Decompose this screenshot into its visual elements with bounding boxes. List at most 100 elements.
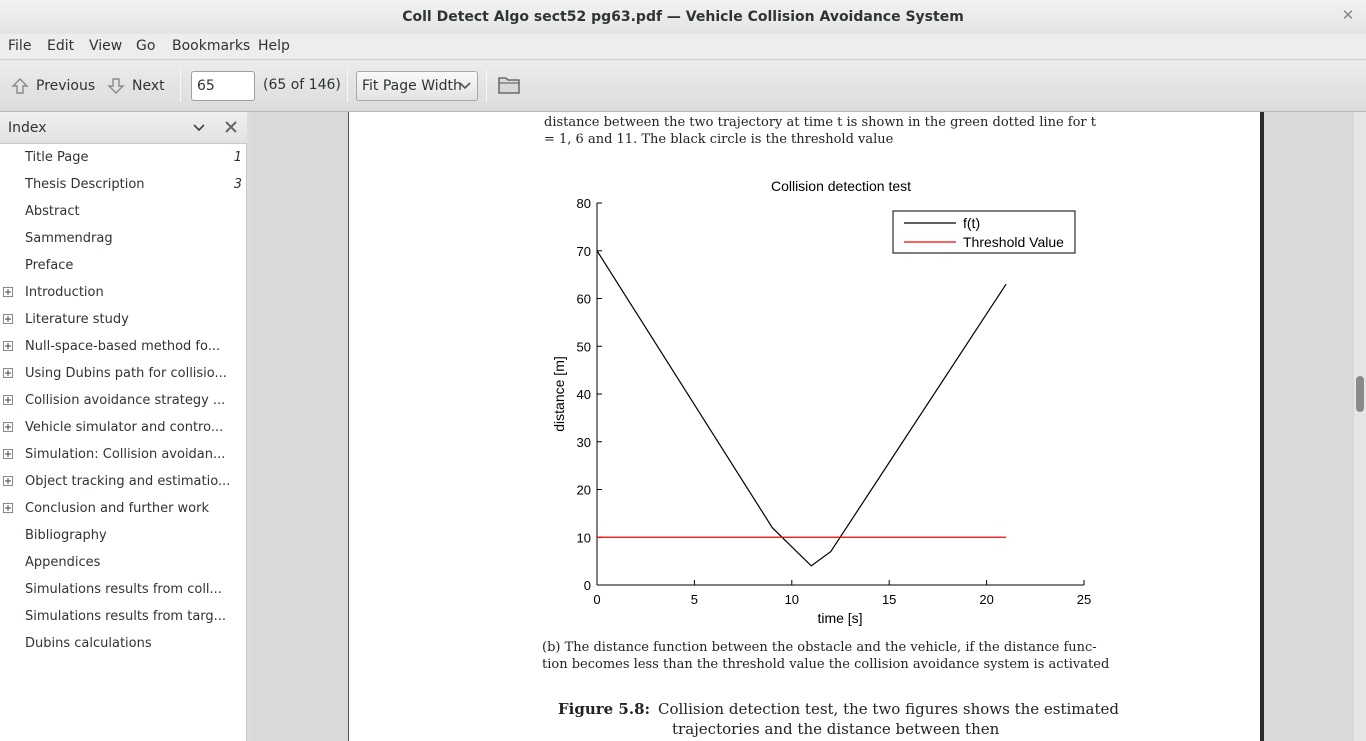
sidebar-splitter[interactable] bbox=[247, 112, 251, 741]
toc-item-page: 1 bbox=[233, 150, 242, 165]
menu-file[interactable]: File bbox=[8, 38, 32, 54]
menubar: File Edit View Go Bookmarks Help bbox=[0, 34, 1366, 60]
toc-item-label: Collision avoidance strategy ... bbox=[25, 393, 226, 408]
toc-item-label: Introduction bbox=[25, 285, 104, 300]
toc-item-label: Simulation: Collision avoidan... bbox=[25, 447, 226, 462]
menu-go[interactable]: Go bbox=[136, 38, 156, 54]
x-tick-label: 0 bbox=[593, 592, 600, 607]
page-number-input[interactable] bbox=[191, 71, 255, 101]
x-axis-label: time [s] bbox=[817, 610, 862, 626]
chart-axes: 0 5 10 15 20 25 0 10 20 30 40 50 60 70 80 bbox=[577, 196, 1092, 607]
chevron-down-icon bbox=[459, 82, 471, 90]
zoom-select[interactable]: Fit Page Width bbox=[356, 71, 478, 101]
toc-item[interactable]: Appendices bbox=[0, 550, 247, 577]
x-tick-label: 15 bbox=[882, 592, 896, 607]
zoom-value: Fit Page Width bbox=[362, 78, 462, 94]
y-tick-label: 50 bbox=[577, 339, 591, 354]
y-tick-label: 10 bbox=[577, 530, 591, 545]
toc-item[interactable]: Introduction bbox=[0, 280, 247, 307]
next-label: Next bbox=[132, 78, 165, 94]
toc-item[interactable]: Bibliography bbox=[0, 523, 247, 550]
next-button[interactable]: Next bbox=[106, 74, 165, 98]
menu-bookmarks[interactable]: Bookmarks bbox=[172, 38, 251, 54]
figure-caption-line: Collision detection test, the two figure… bbox=[658, 700, 1119, 718]
figure-label: Figure 5.8: bbox=[558, 700, 651, 718]
sidebar-title: Index bbox=[8, 120, 47, 136]
menu-help[interactable]: Help bbox=[258, 38, 290, 54]
y-tick-label: 80 bbox=[577, 196, 591, 211]
toc-item[interactable]: Conclusion and further work bbox=[0, 496, 247, 523]
x-tick-label: 10 bbox=[785, 592, 799, 607]
previous-button[interactable]: Previous bbox=[10, 74, 95, 98]
previous-label: Previous bbox=[36, 78, 96, 94]
page-text-line: = 1, 6 and 11. The black circle is the t… bbox=[544, 132, 894, 147]
expand-plus-icon[interactable] bbox=[3, 476, 13, 486]
toc-item[interactable]: Using Dubins path for collisio... bbox=[0, 361, 247, 388]
y-tick-label: 60 bbox=[577, 292, 591, 307]
expand-plus-icon[interactable] bbox=[3, 503, 13, 513]
x-tick-label: 20 bbox=[979, 592, 993, 607]
scrollbar-thumb[interactable] bbox=[1356, 376, 1364, 412]
toc-item-label: Thesis Description bbox=[25, 177, 145, 192]
y-axis-label: distance [m] bbox=[551, 356, 567, 431]
vertical-scrollbar[interactable] bbox=[1354, 112, 1366, 741]
toc-item-label: Literature study bbox=[25, 312, 129, 327]
toc-item-label: Object tracking and estimatio... bbox=[25, 474, 231, 489]
toc-item[interactable]: Dubins calculations bbox=[0, 631, 247, 658]
expand-plus-icon[interactable] bbox=[3, 449, 13, 459]
toc-item-label: Bibliography bbox=[25, 528, 107, 543]
menu-view[interactable]: View bbox=[89, 38, 123, 54]
toc-item[interactable]: Sammendrag bbox=[0, 226, 247, 253]
window-title: Coll Detect Algo sect52 pg63.pdf — Vehic… bbox=[402, 9, 964, 25]
toc-item-label: Abstract bbox=[25, 204, 80, 219]
toc-item[interactable]: Thesis Description 3 bbox=[0, 172, 247, 199]
expand-plus-icon[interactable] bbox=[3, 422, 13, 432]
expand-plus-icon[interactable] bbox=[3, 368, 13, 378]
expand-plus-icon[interactable] bbox=[3, 395, 13, 405]
toc-item-label: Appendices bbox=[25, 555, 101, 570]
y-tick-label: 0 bbox=[584, 578, 591, 593]
toc-item[interactable]: Collision avoidance strategy ... bbox=[0, 388, 247, 415]
toolbar: Previous Next (65 of 146) Fit Page Width bbox=[0, 60, 1366, 112]
toc-item[interactable]: Abstract bbox=[0, 199, 247, 226]
sidebar-header: Index bbox=[0, 112, 247, 144]
expand-plus-icon[interactable] bbox=[3, 287, 13, 297]
document-view bbox=[251, 112, 1366, 741]
figure-caption-line: trajectories and the distance between th… bbox=[672, 720, 1000, 738]
legend-box bbox=[892, 210, 1076, 254]
y-tick-label: 70 bbox=[577, 244, 591, 259]
toc-item-label: Using Dubins path for collisio... bbox=[25, 366, 227, 381]
toc-item-label: Preface bbox=[25, 258, 74, 273]
arrow-up-icon bbox=[11, 78, 29, 94]
toc-item[interactable]: Object tracking and estimatio... bbox=[0, 469, 247, 496]
menu-edit[interactable]: Edit bbox=[47, 38, 75, 54]
toc-item-label: Title Page bbox=[25, 150, 89, 165]
close-window-icon[interactable]: ✕ bbox=[1341, 6, 1355, 24]
toc-item[interactable]: Simulation: Collision avoidan... bbox=[0, 442, 247, 469]
toc-item-page: 3 bbox=[233, 177, 242, 192]
toc-item-label: Simulations results from targ... bbox=[25, 609, 227, 624]
chevron-down-icon[interactable] bbox=[192, 122, 206, 134]
toc-item[interactable]: Simulations results from targ... bbox=[0, 604, 247, 631]
toolbar-separator bbox=[347, 70, 348, 102]
expand-plus-icon[interactable] bbox=[3, 341, 13, 351]
chart-title: Collision detection test bbox=[771, 178, 911, 194]
toc-item[interactable]: Simulations results from coll... bbox=[0, 577, 247, 604]
toc-item[interactable]: Vehicle simulator and contro... bbox=[0, 415, 247, 442]
collision-detection-chart: Collision detection test 0 5 10 15 20 25 0 10 20… bbox=[551, 178, 1092, 626]
toc-item[interactable]: Literature study bbox=[0, 307, 247, 334]
page-text-line: distance between the two trajectory at t… bbox=[544, 115, 1096, 130]
legend-entry: f(t) bbox=[963, 215, 980, 231]
expand-plus-icon[interactable] bbox=[3, 314, 13, 324]
y-tick-label: 40 bbox=[577, 387, 591, 402]
y-tick-label: 30 bbox=[577, 435, 591, 450]
toc-item[interactable]: Title Page 1 bbox=[0, 145, 247, 172]
toc-item[interactable]: Preface bbox=[0, 253, 247, 280]
y-tick-label: 20 bbox=[577, 483, 591, 498]
folder-icon[interactable] bbox=[497, 74, 521, 96]
close-sidebar-icon[interactable] bbox=[224, 120, 238, 134]
toc-item-label: Simulations results from coll... bbox=[25, 582, 222, 597]
caption-b-line: (b) The distance function between the ob… bbox=[542, 640, 1097, 655]
toc-item[interactable]: Null-space-based method fo... bbox=[0, 334, 247, 361]
toc-item-label: Dubins calculations bbox=[25, 636, 152, 651]
